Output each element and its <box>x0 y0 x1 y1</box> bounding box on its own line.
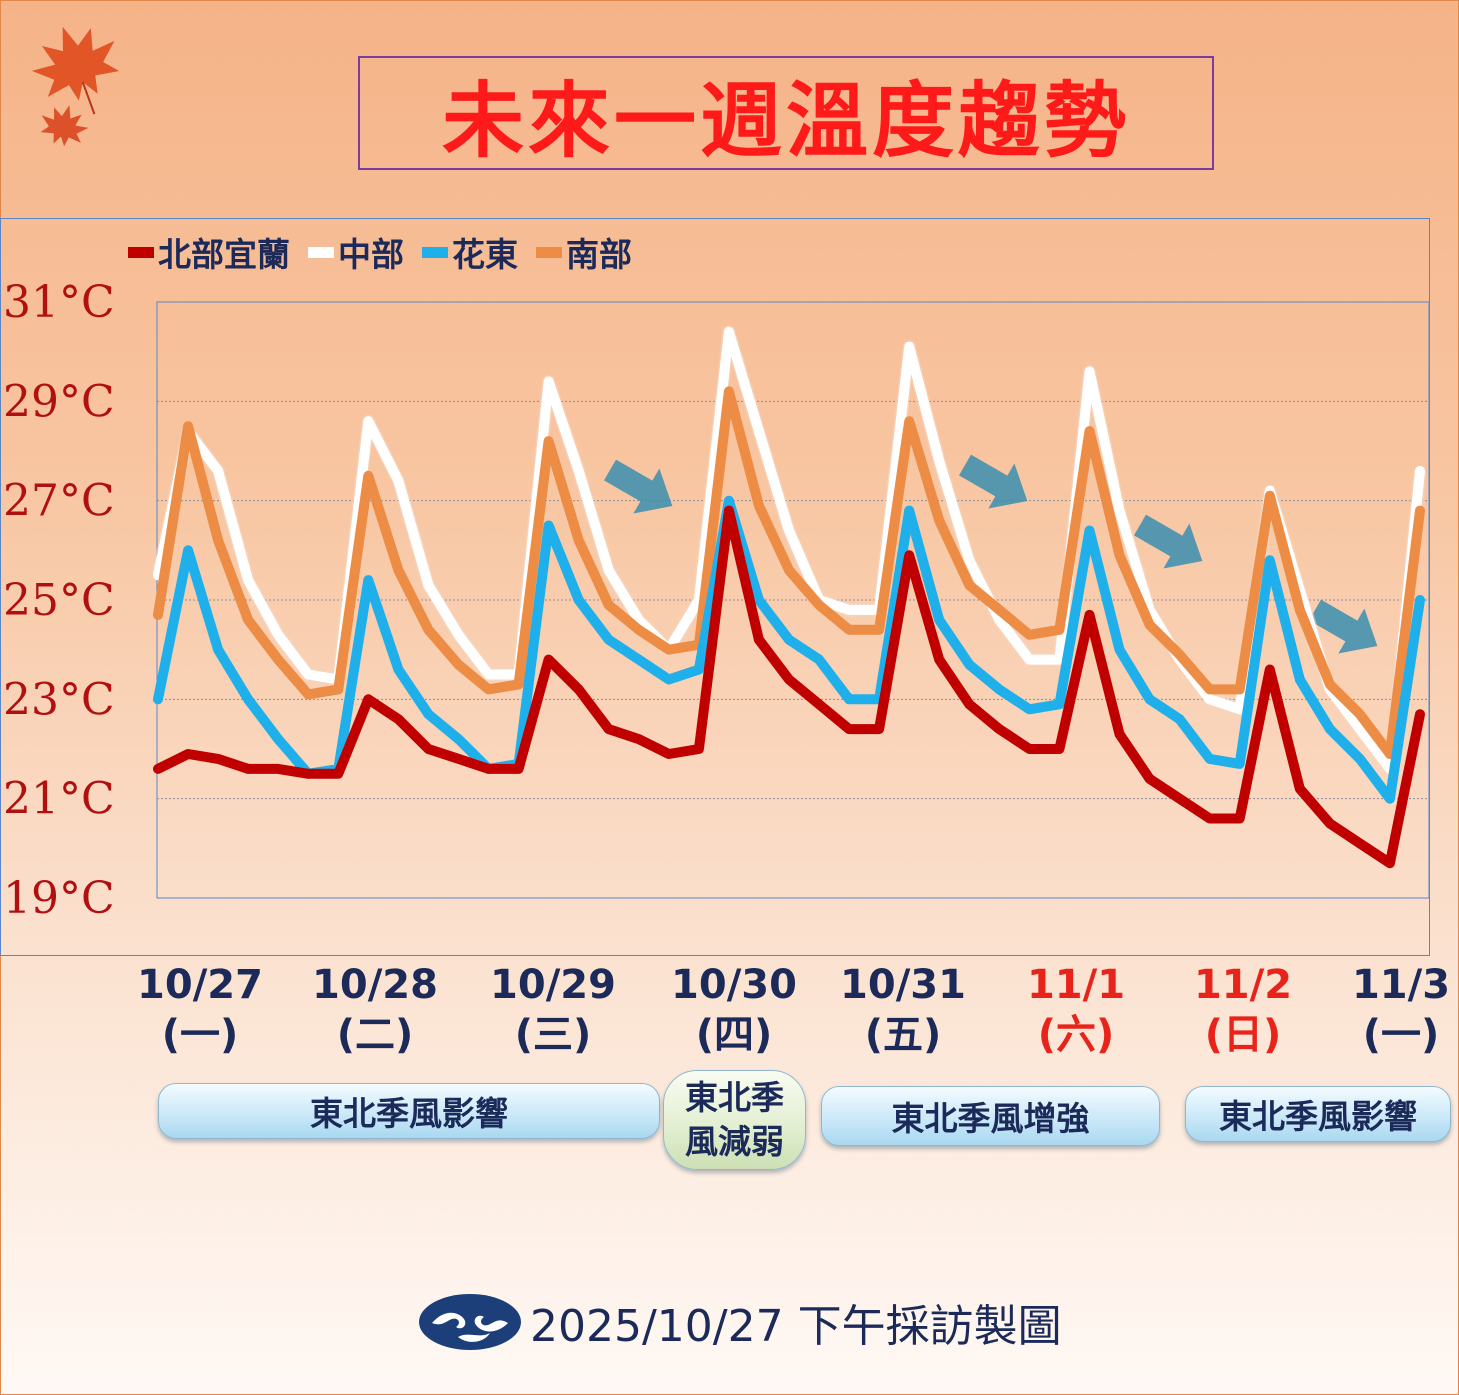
date-text: 10/29 <box>490 962 616 1008</box>
legend-item-central: 中部 <box>308 228 404 276</box>
y-tick-label: 23°C <box>3 674 115 725</box>
phase-label: 東北季風影響 <box>310 1094 508 1133</box>
date-text: 10/28 <box>312 962 438 1008</box>
phase-label: 東北季風增強 <box>891 1099 1090 1138</box>
weekday-text: (日) <box>1204 1012 1282 1058</box>
date-text: 10/27 <box>137 962 263 1008</box>
date-label-11-3: 11/3 (一) <box>1321 960 1459 1060</box>
date-label-10-29: 10/29 (三) <box>473 960 633 1060</box>
legend-label: 南部 <box>566 235 632 274</box>
date-label-10-31: 10/31 (五) <box>823 960 983 1060</box>
legend-swatch <box>536 246 562 258</box>
title-box: 未來一週溫度趨勢 <box>358 56 1214 170</box>
legend-swatch <box>308 246 334 258</box>
legend-swatch <box>128 246 154 258</box>
date-text: 10/31 <box>840 962 966 1008</box>
phase-label: 東北季風影響 <box>1219 1097 1417 1136</box>
y-tick-label: 19°C <box>3 873 115 924</box>
trend-arrow <box>1309 599 1378 654</box>
series-line-南部 <box>153 386 1425 759</box>
legend: 北部宜蘭 中部 花東 南部 <box>128 228 650 276</box>
date-label-11-2: 11/2 (日) <box>1163 960 1323 1060</box>
phase-pill-monsoon-weakening: 東北季 風減弱 <box>663 1070 806 1170</box>
date-text: 11/3 <box>1351 962 1451 1008</box>
page-title: 未來一週溫度趨勢 <box>441 73 1130 169</box>
date-text: 11/2 <box>1193 962 1293 1008</box>
date-text: 10/30 <box>671 962 797 1008</box>
legend-label: 花東 <box>452 235 518 274</box>
trend-arrow-shape <box>1309 599 1378 654</box>
trend-arrow <box>959 454 1028 509</box>
legend-item-north: 北部宜蘭 <box>128 228 290 276</box>
date-label-11-1: 11/1 (六) <box>996 960 1156 1060</box>
trend-arrow-shape <box>1134 514 1203 569</box>
weekday-text: (一) <box>1362 1012 1440 1058</box>
legend-item-east: 花東 <box>422 228 518 276</box>
trend-arrow <box>1134 514 1203 569</box>
maple-leaf-icon <box>31 26 120 147</box>
phase-pill-monsoon-influence-2: 東北季風影響 <box>1185 1086 1451 1142</box>
phase-pill-monsoon-strengthening: 東北季風增強 <box>821 1086 1160 1146</box>
y-tick-label: 27°C <box>3 476 115 527</box>
weekday-text: (三) <box>514 1012 592 1058</box>
weekday-text: (五) <box>864 1012 942 1058</box>
date-label-10-28: 10/28 (二) <box>295 960 455 1060</box>
y-tick-label: 31°C <box>3 277 115 328</box>
legend-item-south: 南部 <box>536 228 632 276</box>
series-line-中部 <box>153 326 1425 774</box>
date-text: 11/1 <box>1026 962 1126 1008</box>
trend-arrow-shape <box>959 454 1028 509</box>
footer-text: 2025/10/27 下午採訪製圖 <box>530 1301 1062 1352</box>
trend-arrow-shape <box>604 459 673 514</box>
weekday-text: (二) <box>336 1012 414 1058</box>
temperature-chart: 31°C 29°C 27°C 25°C 23°C 21°C 19°C <box>3 277 1430 924</box>
cwa-logo-icon <box>419 1294 521 1350</box>
weekday-text: (六) <box>1037 1012 1115 1058</box>
footer: 2025/10/27 下午採訪製圖 <box>418 1290 1062 1354</box>
phase-pill-monsoon-influence: 東北季風影響 <box>158 1083 660 1139</box>
legend-label: 北部宜蘭 <box>158 235 290 274</box>
weekday-text: (四) <box>695 1012 773 1058</box>
y-tick-label: 21°C <box>3 774 115 825</box>
trend-arrow <box>604 459 673 514</box>
y-tick-label: 25°C <box>3 575 115 626</box>
y-tick-label: 29°C <box>3 376 115 427</box>
phase-label: 東北季 風減弱 <box>685 1078 784 1161</box>
legend-swatch <box>422 246 448 258</box>
legend-label: 中部 <box>338 235 404 274</box>
series-line-北部宜蘭 <box>153 505 1425 869</box>
series-line-花東 <box>153 495 1425 804</box>
date-label-10-27: 10/27 (一) <box>120 960 280 1060</box>
date-label-10-30: 10/30 (四) <box>654 960 814 1060</box>
weekday-text: (一) <box>161 1012 239 1058</box>
